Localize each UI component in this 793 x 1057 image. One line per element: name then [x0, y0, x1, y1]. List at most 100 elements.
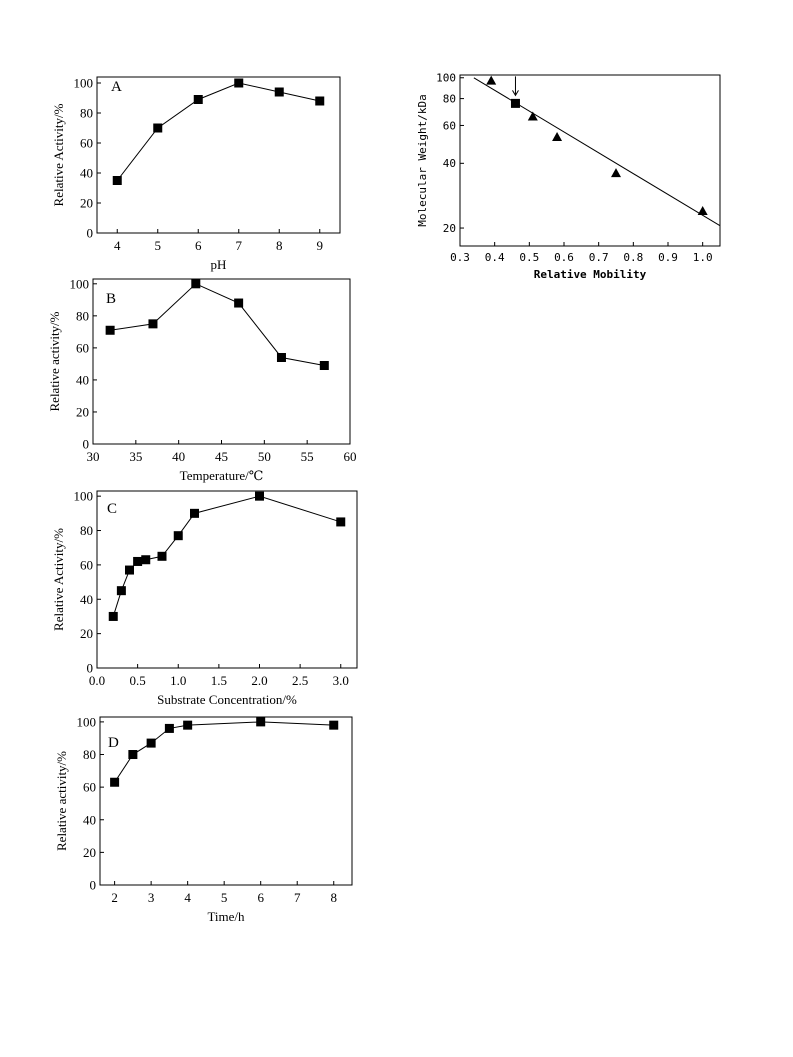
y-tick-label: 100: [77, 714, 97, 729]
x-axis-label: Temperature/℃: [180, 468, 264, 483]
data-point: [697, 206, 708, 216]
y-tick-label: 80: [80, 106, 93, 121]
data-point: [157, 551, 167, 561]
y-tick-label: 60: [76, 340, 89, 355]
y-tick-label: 40: [443, 157, 456, 170]
panel-label: B: [106, 291, 116, 307]
data-point: [256, 717, 266, 727]
chart-panel-b: 30 35 40 45 50 55 60 0 20 40 60 80 100 Temperature/℃ R…: [47, 276, 357, 483]
x-tick-label: 2.0: [251, 673, 267, 688]
chart-panel-a: 4 5 6 7 8 9 0 20 40 60 80 100 pH Relative Activity/% A: [51, 76, 341, 272]
y-tick-label: 60: [83, 780, 96, 795]
data-point: [552, 132, 563, 142]
x-tick-label: 1.5: [211, 673, 227, 688]
y-axis-label: Relative activity/%: [54, 751, 69, 851]
chart-panel-c: 0.0 0.5 1.0 1.5 2.0 2.5 3.0 0 20 40 60 80 100 Substra…: [51, 489, 358, 707]
data-point: [315, 96, 325, 106]
data-point: [146, 738, 156, 748]
data-point: [527, 111, 538, 121]
y-tick-label: 80: [80, 523, 93, 538]
y-tick-label: 60: [80, 136, 93, 151]
y-tick-label: 0: [87, 226, 94, 241]
x-tick-label: 6: [257, 890, 264, 905]
series-line: [110, 283, 325, 366]
data-point: [110, 777, 120, 787]
x-tick-label: 5: [221, 890, 228, 905]
data-point: [193, 95, 203, 104]
data-point: [125, 565, 134, 575]
x-axis-label: Substrate Concentration/%: [157, 692, 297, 707]
x-tick-label: 3: [148, 890, 155, 905]
data-point: [116, 586, 126, 596]
y-tick-label: 80: [76, 308, 89, 323]
data-point: [255, 491, 264, 501]
data-point: [173, 531, 183, 541]
x-tick-label: 7: [236, 238, 243, 253]
panel-label: C: [107, 501, 117, 517]
x-tick-label: 9: [317, 238, 324, 253]
data-point: [164, 723, 174, 733]
x-tick-label: 0.9: [658, 251, 678, 264]
x-tick-label: 5: [155, 238, 162, 253]
plot-frame: [99, 716, 353, 886]
x-tick-label: 55: [301, 449, 314, 464]
panel-label: A: [111, 79, 122, 95]
data-point: [148, 319, 158, 329]
y-tick-label: 80: [443, 92, 456, 105]
y-tick-label: 0: [83, 437, 90, 452]
data-point: [141, 555, 151, 565]
y-tick-label: 40: [76, 372, 89, 387]
x-axis-label: Relative Mobility: [534, 268, 647, 281]
data-point: [105, 325, 115, 335]
x-tick-label: 2.5: [292, 673, 308, 688]
x-tick-label: 3.0: [333, 673, 349, 688]
y-tick-label: 40: [80, 166, 93, 181]
data-point: [112, 176, 122, 185]
data-point: [234, 298, 244, 308]
series-line: [116, 82, 320, 181]
panel-label: D: [108, 735, 119, 751]
data-point: [183, 720, 193, 730]
y-tick-label: 80: [83, 747, 96, 762]
data-point: [108, 611, 118, 621]
data-point: [133, 556, 143, 566]
x-tick-label: 0.6: [554, 251, 574, 264]
y-axis-label: Relative activity/%: [47, 311, 62, 411]
y-tick-label: 20: [76, 405, 89, 420]
x-tick-label: 0.4: [485, 251, 505, 264]
y-axis-label: Molecular Weight/kDa: [416, 94, 429, 226]
y-tick-label: 20: [83, 845, 96, 860]
x-tick-label: 4: [184, 890, 191, 905]
x-tick-label: 7: [294, 890, 301, 905]
x-tick-label: 0.5: [130, 673, 146, 688]
plot-frame: [459, 74, 721, 247]
x-tick-label: 1.0: [170, 673, 186, 688]
x-tick-label: 1.0: [693, 251, 713, 264]
y-tick-label: 0: [87, 661, 94, 676]
y-tick-label: 20: [80, 196, 93, 211]
x-tick-label: 60: [344, 449, 357, 464]
data-point: [329, 720, 339, 730]
y-tick-label: 0: [90, 878, 97, 893]
x-tick-label: 6: [195, 238, 202, 253]
data-point: [336, 517, 346, 527]
x-tick-label: 0.5: [519, 251, 539, 264]
arrow-icon: [512, 90, 519, 97]
data-point: [128, 750, 138, 760]
x-tick-label: 35: [129, 449, 142, 464]
x-tick-label: 40: [172, 449, 185, 464]
x-tick-label: 0.7: [589, 251, 609, 264]
data-point: [486, 75, 497, 85]
y-axis-label: Relative Activity/%: [51, 528, 66, 631]
data-point: [274, 87, 284, 97]
y-tick-label: 60: [443, 119, 456, 132]
x-tick-label: 0.8: [623, 251, 643, 264]
y-tick-label: 60: [80, 557, 93, 572]
x-tick-label: 8: [276, 238, 283, 253]
data-point: [190, 508, 199, 518]
plot-frame: [96, 76, 341, 234]
highlight-point: [510, 98, 520, 108]
x-tick-label: 50: [258, 449, 271, 464]
